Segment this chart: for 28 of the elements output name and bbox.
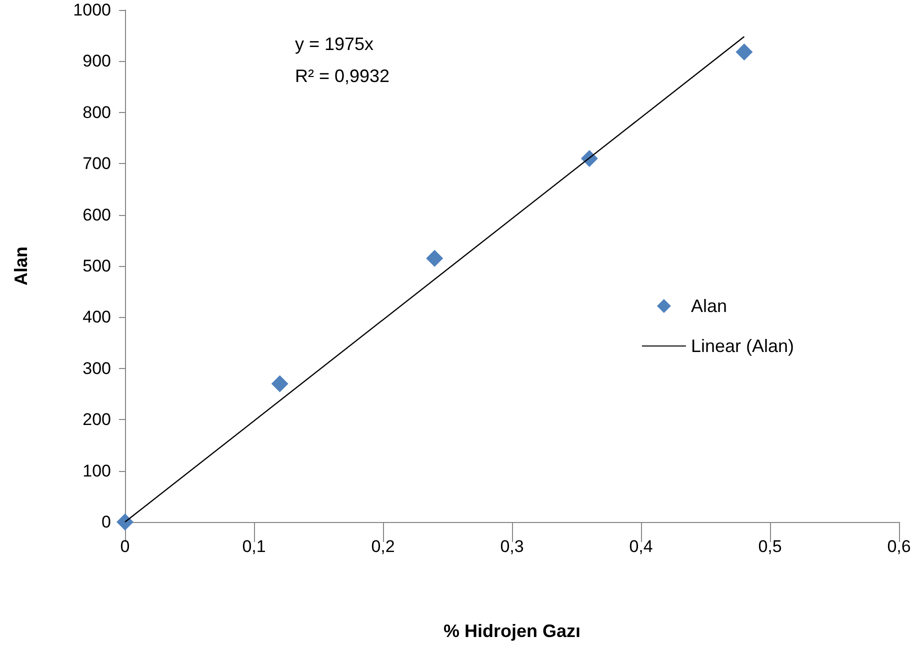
x-tick-label: 0,3 bbox=[500, 537, 524, 556]
y-tick-label: 400 bbox=[82, 308, 111, 327]
x-tick-label: 0,6 bbox=[887, 537, 911, 556]
y-tick-label: 200 bbox=[82, 410, 111, 430]
annotation: y = 1975x bbox=[294, 34, 374, 54]
x-tick-label: 0,1 bbox=[242, 537, 266, 556]
x-tick-label: 0,4 bbox=[629, 537, 653, 556]
y-tick-label: 0 bbox=[102, 512, 111, 532]
y-tick-label: 100 bbox=[82, 461, 111, 480]
y-tick-label: 800 bbox=[82, 102, 111, 122]
point bbox=[736, 43, 753, 60]
legend-label: Alan bbox=[690, 296, 727, 316]
x-tick-label: 0,5 bbox=[758, 537, 782, 556]
point bbox=[271, 375, 288, 392]
y-tick-label: 900 bbox=[82, 52, 111, 71]
x-axis-title: % Hidrojen Gazı bbox=[443, 621, 581, 641]
y-tick-label: 1000 bbox=[73, 0, 111, 20]
annotation: R² = 0,9932 bbox=[295, 66, 390, 86]
y-tick-label: 500 bbox=[82, 256, 111, 276]
y-tick-label: 700 bbox=[82, 154, 111, 174]
x-tick-label: 0,2 bbox=[371, 537, 395, 556]
y-tick-label: 300 bbox=[82, 358, 111, 378]
legend-label: Linear (Alan) bbox=[690, 336, 794, 356]
y-tick-label: 600 bbox=[82, 205, 111, 224]
x-tick-label: 0 bbox=[120, 537, 130, 556]
y-axis-title: Alan bbox=[11, 246, 31, 286]
point bbox=[426, 250, 444, 267]
point bbox=[116, 514, 134, 530]
